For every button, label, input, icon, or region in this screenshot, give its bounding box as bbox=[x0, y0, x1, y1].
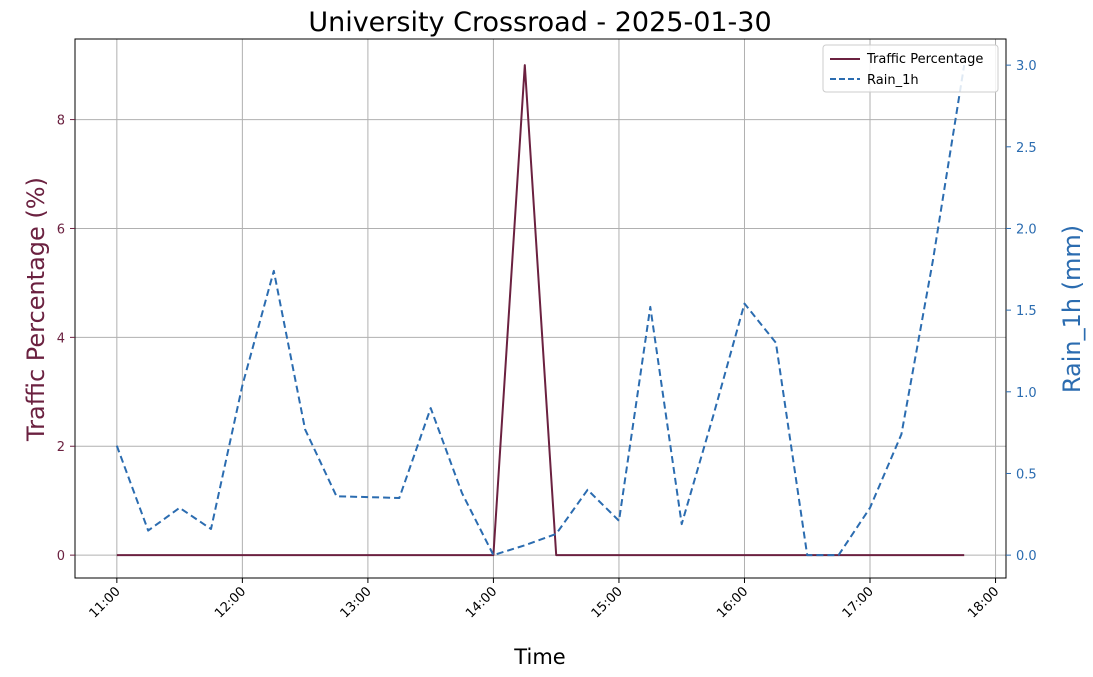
right-y-tick-label: 0.5 bbox=[1016, 467, 1037, 482]
left-y-tick-label: 0 bbox=[57, 549, 65, 564]
left-y-tick-label: 8 bbox=[57, 114, 65, 129]
right-y-tick-label: 0.0 bbox=[1016, 549, 1037, 564]
legend: Traffic Percentage Rain_1h bbox=[823, 45, 998, 92]
left-y-tick-label: 2 bbox=[57, 440, 65, 455]
right-y-tick-label: 1.0 bbox=[1016, 386, 1037, 401]
right-y-axis-label: Rain_1h (mm) bbox=[1058, 225, 1086, 393]
chart-title: University Crossroad - 2025-01-30 bbox=[308, 7, 771, 38]
left-y-axis-label: Traffic Percentage (%) bbox=[22, 177, 50, 442]
right-y-tick-label: 3.0 bbox=[1016, 59, 1037, 74]
legend-rain-label: Rain_1h bbox=[867, 73, 919, 88]
left-y-tick-label: 4 bbox=[57, 331, 65, 346]
right-y-tick-label: 1.5 bbox=[1016, 304, 1037, 319]
right-y-tick-label: 2.0 bbox=[1016, 222, 1037, 237]
legend-traffic-label: Traffic Percentage bbox=[866, 52, 983, 67]
left-y-tick-label: 6 bbox=[57, 222, 65, 237]
x-axis-label: Time bbox=[513, 645, 565, 669]
right-y-tick-label: 2.5 bbox=[1016, 141, 1037, 156]
